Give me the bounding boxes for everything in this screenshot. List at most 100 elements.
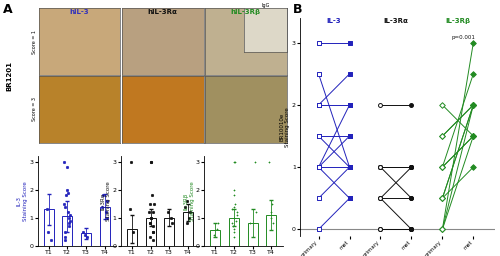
Point bbox=[268, 202, 276, 206]
Bar bbox=[127, 229, 137, 246]
Point bbox=[268, 210, 276, 214]
Point bbox=[376, 227, 384, 231]
Point bbox=[470, 103, 478, 107]
Point bbox=[376, 165, 384, 169]
Text: B: B bbox=[292, 3, 302, 16]
Point bbox=[210, 232, 218, 237]
Point bbox=[186, 210, 194, 214]
Point bbox=[147, 216, 155, 220]
Text: BR1201: BR1201 bbox=[6, 60, 12, 91]
Point bbox=[232, 219, 240, 223]
Point bbox=[438, 134, 446, 138]
Text: IL-3: IL-3 bbox=[326, 18, 342, 24]
Point bbox=[408, 227, 416, 231]
Point bbox=[470, 103, 478, 107]
Point bbox=[376, 165, 384, 169]
Point bbox=[346, 165, 354, 169]
Point bbox=[182, 205, 190, 209]
Point bbox=[438, 134, 446, 138]
Bar bbox=[164, 218, 174, 246]
Point bbox=[146, 221, 154, 225]
Bar bbox=[44, 209, 54, 246]
Point bbox=[470, 41, 478, 45]
Point bbox=[230, 227, 238, 231]
Point bbox=[230, 188, 238, 192]
Point bbox=[438, 227, 446, 231]
Point bbox=[470, 134, 478, 138]
Point bbox=[438, 196, 446, 200]
Point bbox=[470, 134, 478, 138]
Point bbox=[314, 165, 322, 169]
Point bbox=[470, 103, 478, 107]
Point bbox=[346, 103, 354, 107]
Point bbox=[408, 227, 416, 231]
Point bbox=[183, 199, 191, 203]
Point bbox=[66, 213, 74, 217]
Point bbox=[185, 216, 193, 220]
Bar bbox=[62, 216, 72, 246]
Point bbox=[346, 196, 354, 200]
Point bbox=[229, 224, 237, 228]
Y-axis label: IL-3
Staining Score: IL-3 Staining Score bbox=[16, 181, 28, 221]
Point bbox=[148, 160, 156, 164]
Point bbox=[376, 196, 384, 200]
Point bbox=[408, 227, 416, 231]
Point bbox=[470, 134, 478, 138]
Point bbox=[44, 207, 52, 211]
Point bbox=[146, 202, 154, 206]
Point bbox=[408, 103, 416, 107]
Point bbox=[376, 196, 384, 200]
Point bbox=[230, 205, 237, 209]
Point bbox=[168, 221, 176, 225]
Text: Score = 3: Score = 3 bbox=[32, 98, 38, 121]
Point bbox=[127, 160, 135, 164]
Point bbox=[246, 221, 254, 225]
Text: hIL-3: hIL-3 bbox=[70, 9, 89, 15]
Point bbox=[212, 227, 220, 231]
Point bbox=[470, 134, 478, 138]
Point bbox=[314, 103, 322, 107]
Point bbox=[149, 230, 157, 234]
Point bbox=[126, 207, 134, 211]
Y-axis label: BR10010e
Staining Score: BR10010e Staining Score bbox=[279, 107, 290, 147]
Point bbox=[438, 196, 446, 200]
Bar bbox=[266, 215, 276, 246]
Point bbox=[214, 221, 222, 225]
Point bbox=[61, 238, 69, 242]
Y-axis label: IL-3Rβ
Staining Score: IL-3Rβ Staining Score bbox=[184, 181, 194, 221]
Point bbox=[149, 210, 157, 214]
Point bbox=[81, 232, 89, 237]
Point bbox=[376, 165, 384, 169]
Point bbox=[62, 188, 70, 192]
Point bbox=[64, 190, 72, 195]
Point bbox=[47, 238, 55, 242]
Point bbox=[376, 165, 384, 169]
Point bbox=[314, 165, 322, 169]
Text: IL-3Rα: IL-3Rα bbox=[384, 18, 408, 24]
Point bbox=[64, 224, 72, 228]
Point bbox=[99, 193, 107, 197]
Point bbox=[376, 165, 384, 169]
Point bbox=[314, 103, 322, 107]
Point bbox=[346, 72, 354, 76]
Y-axis label: IL-3Rα
Staining Score: IL-3Rα Staining Score bbox=[100, 181, 112, 221]
Point bbox=[228, 207, 236, 211]
Point bbox=[376, 227, 384, 231]
Point bbox=[60, 202, 68, 206]
Point bbox=[98, 205, 106, 209]
Bar bbox=[81, 233, 91, 246]
Point bbox=[148, 193, 156, 197]
Point bbox=[44, 230, 52, 234]
Bar bbox=[229, 218, 239, 246]
Point bbox=[408, 196, 416, 200]
Point bbox=[346, 165, 354, 169]
Point bbox=[346, 165, 354, 169]
Text: p=0.001: p=0.001 bbox=[451, 35, 475, 40]
Point bbox=[314, 196, 322, 200]
Point bbox=[61, 235, 69, 239]
Point bbox=[64, 165, 72, 169]
Point bbox=[438, 165, 446, 169]
Point bbox=[130, 230, 138, 234]
Point bbox=[168, 216, 175, 220]
Point bbox=[408, 165, 416, 169]
